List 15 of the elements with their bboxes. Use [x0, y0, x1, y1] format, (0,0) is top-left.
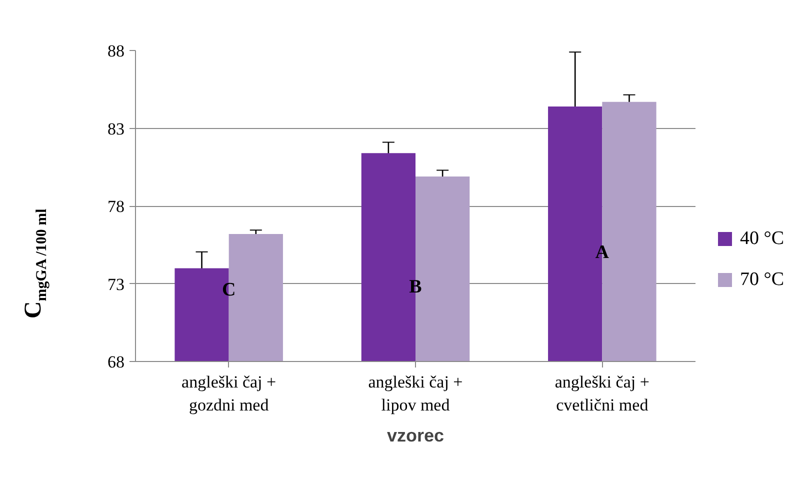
- x-tick-label: angleški čaj + lipov med: [368, 372, 463, 414]
- y-tick-label: 78: [108, 197, 124, 216]
- y-tick-label: 83: [108, 119, 124, 138]
- legend-item: 70 °C: [718, 266, 784, 294]
- y-tick-label: 88: [108, 42, 124, 60]
- y-tick-label: 68: [108, 352, 124, 372]
- y-tick-label: 73: [108, 274, 124, 294]
- legend-label: 70 °C: [740, 268, 784, 292]
- annotation: C: [222, 279, 236, 300]
- legend-item: 40 °C: [718, 225, 784, 252]
- legend-label: 40 °C: [740, 227, 784, 251]
- x-axis-title: vzorec: [386, 425, 444, 446]
- x-tick-label: angleški čaj + cvetlični med: [554, 372, 650, 414]
- annotation: B: [409, 276, 422, 298]
- x-tick-label: angleški čaj + gozdni med: [182, 372, 276, 414]
